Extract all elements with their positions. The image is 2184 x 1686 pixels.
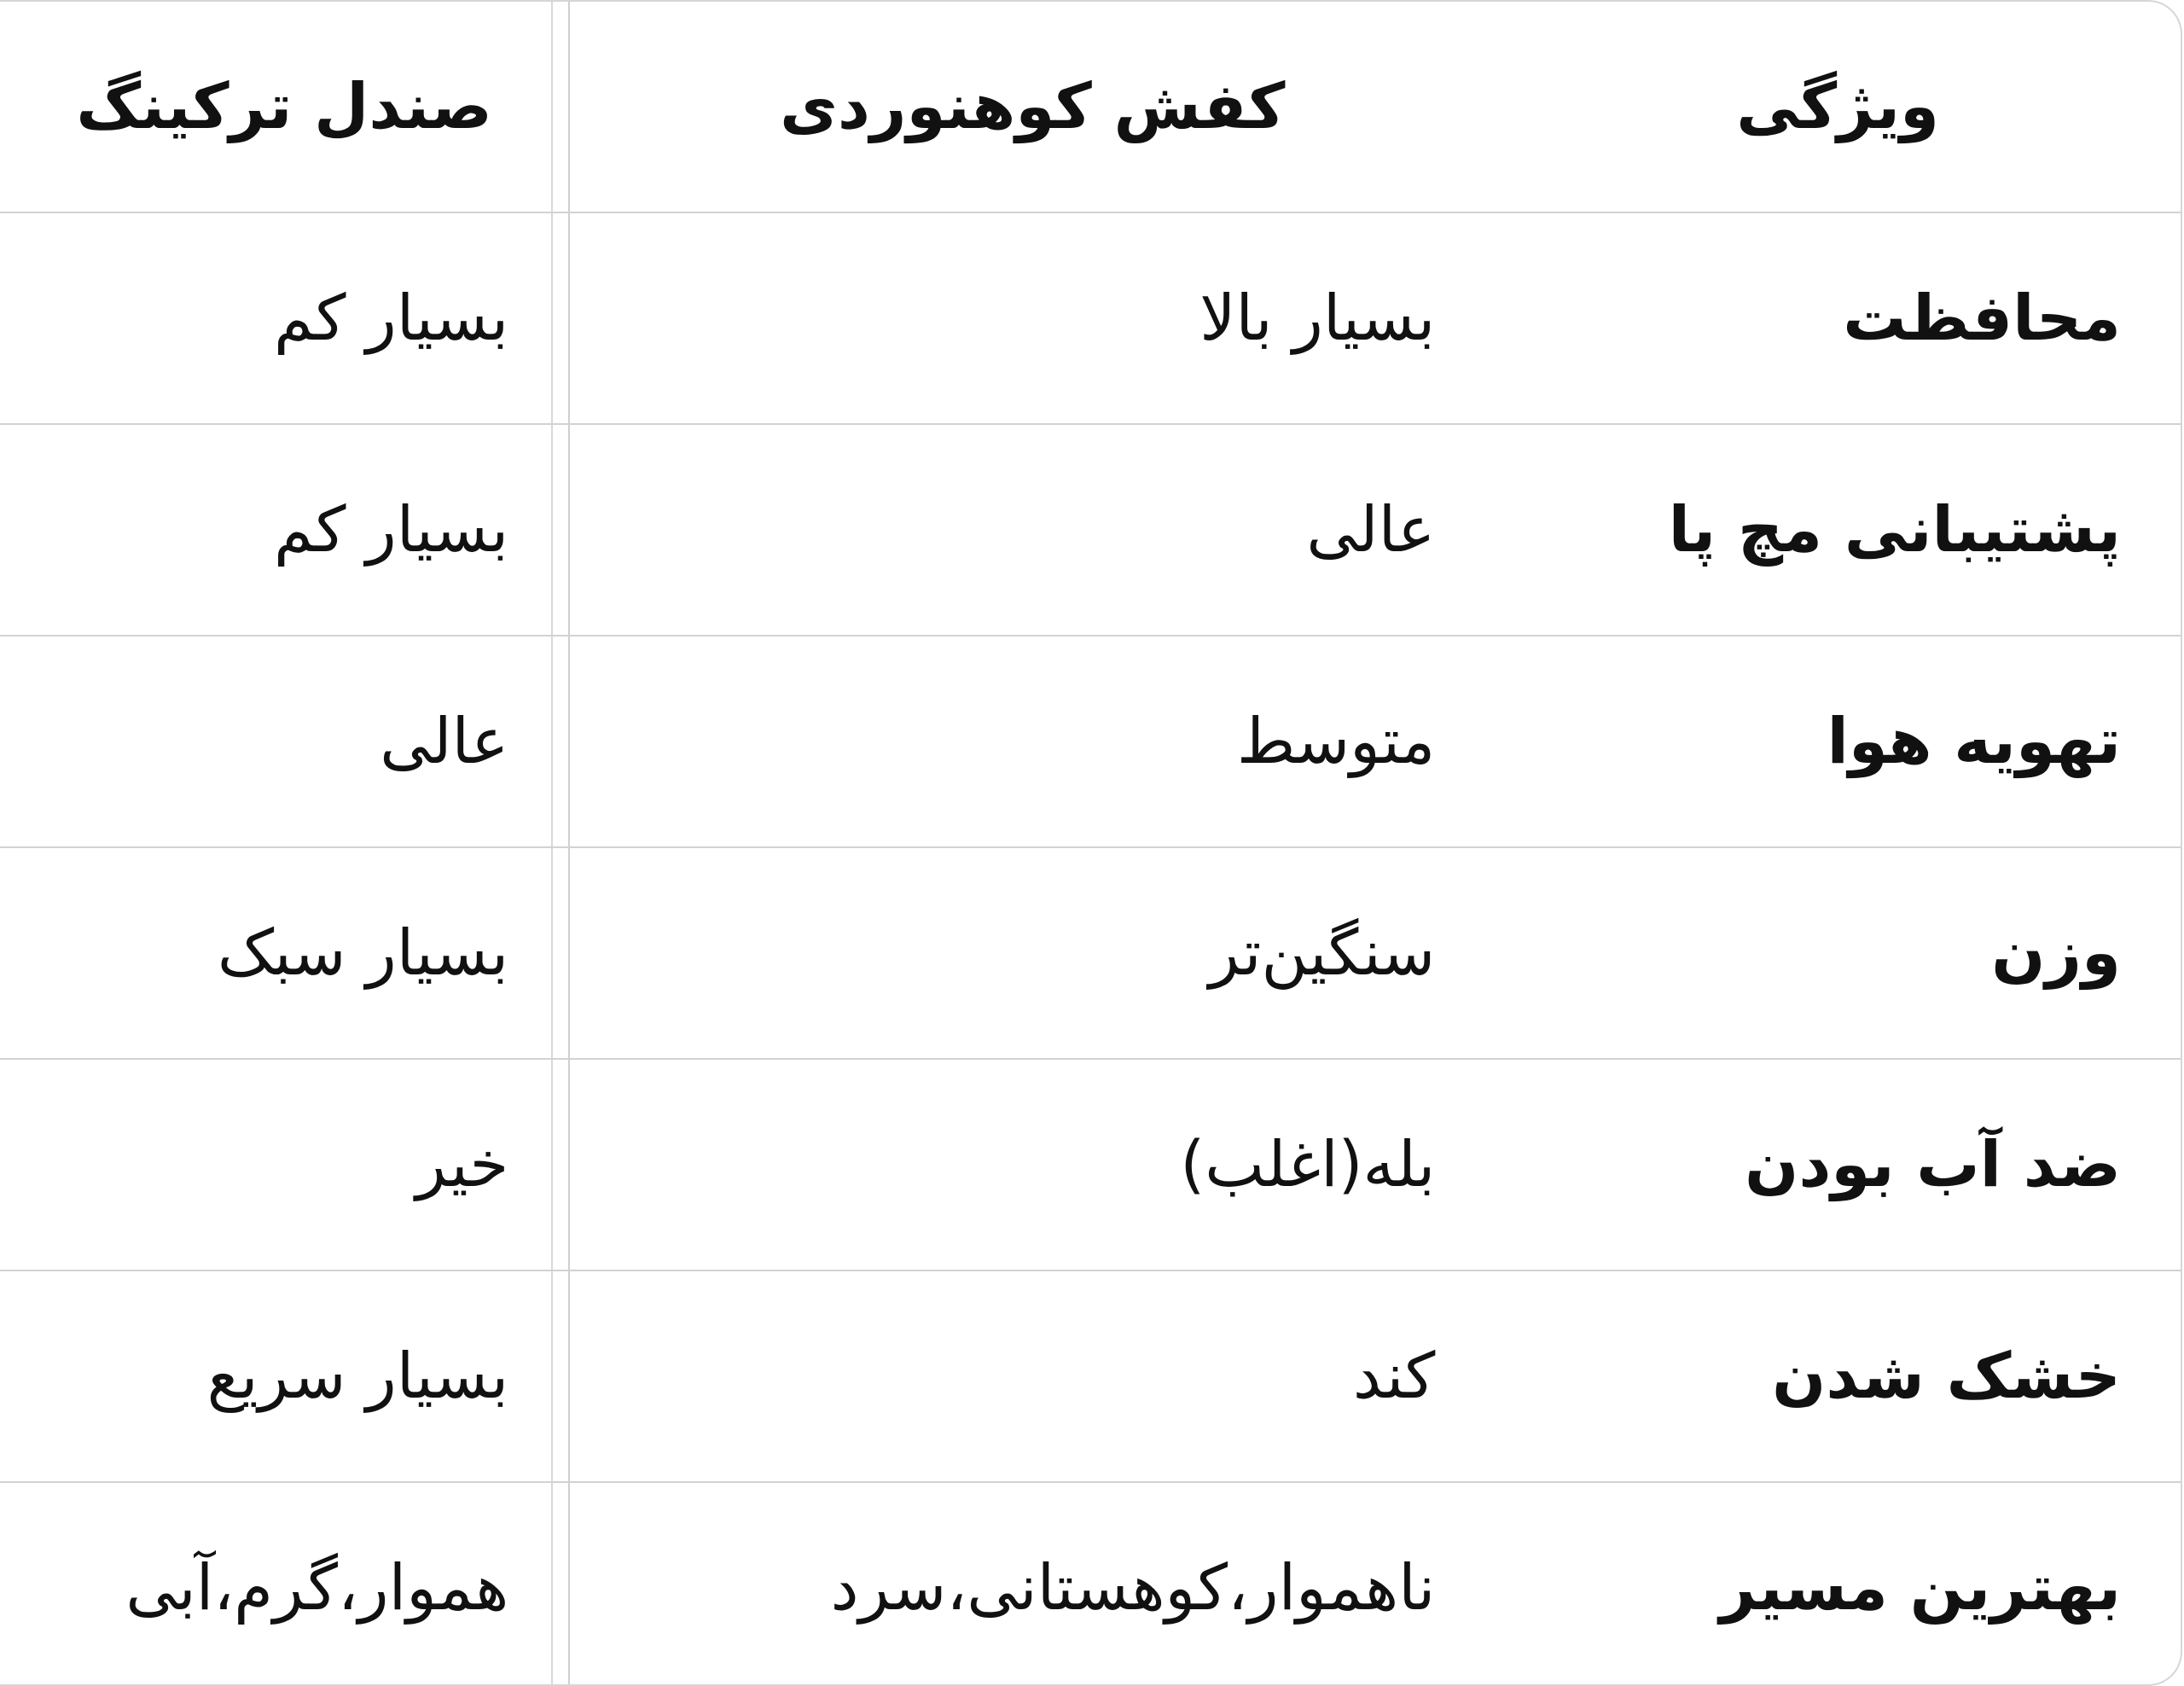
cell-feature: بهترین مسیر <box>1719 1551 2121 1625</box>
table-row: پشتیبانی مچ پا عالی بسیار کم <box>0 424 2181 637</box>
cell-feature: خشک شدن <box>1495 1270 2181 1483</box>
cell-trekking-sandals: عالی <box>0 636 571 848</box>
table-row: بهترین مسیر ناهموار،کوهستانی،سرد هموار،گرم… <box>0 1482 2181 1684</box>
table-row: ضد آب بودن بله(اغلب) خیر <box>0 1059 2181 1271</box>
cell-hiking-shoes: کند <box>569 1270 1496 1483</box>
cell-feature: پشتیبانی مچ پا <box>1495 424 2181 637</box>
cell-hiking-shoes: بله(اغلب) <box>569 1059 1496 1271</box>
header-feature: ویژگی <box>1495 2 2181 213</box>
header-row: ویژگی کفش کوهنوردی صندل ترکینگ <box>0 2 2181 213</box>
cell-trekking-sandals: هموار،گرم،آبی <box>0 1482 571 1684</box>
cell-hiking-shoes: عالی <box>569 424 1496 637</box>
cell-trekking-sandals: بسیار سریع <box>0 1270 571 1483</box>
cell-feature: ضد آب بودن <box>1495 1059 2181 1271</box>
header-hiking-shoes: کفش کوهنوردی <box>569 2 1496 213</box>
cell-feature: تهویه هوا <box>1495 636 2181 848</box>
cell-trekking-sandals: بسیار کم <box>0 212 571 425</box>
cell-hiking-shoes: ناهموار،کوهستانی،سرد <box>830 1551 1436 1625</box>
cell-hiking-shoes: بسیار بالا <box>569 212 1496 425</box>
table-row: خشک شدن کند بسیار سریع <box>0 1270 2181 1483</box>
header-trekking-sandals: صندل ترکینگ <box>0 2 571 213</box>
cell-trekking-sandals: بسیار سبک <box>0 847 571 1060</box>
cell-hiking-shoes: سنگین‌تر <box>569 847 1496 1060</box>
table-row: محافظت بسیار بالا بسیار کم <box>0 212 2181 425</box>
cell-trekking-sandals: خیر <box>0 1059 571 1271</box>
cell-feature: محافظت <box>1495 212 2181 425</box>
table-row: وزن سنگین‌تر بسیار سبک <box>0 847 2181 1060</box>
table-row: تهویه هوا متوسط عالی <box>0 636 2181 848</box>
cell-hiking-shoes: متوسط <box>569 636 1496 848</box>
cell-feature: وزن <box>1495 847 2181 1060</box>
cell-trekking-sandals: بسیار کم <box>0 424 571 637</box>
